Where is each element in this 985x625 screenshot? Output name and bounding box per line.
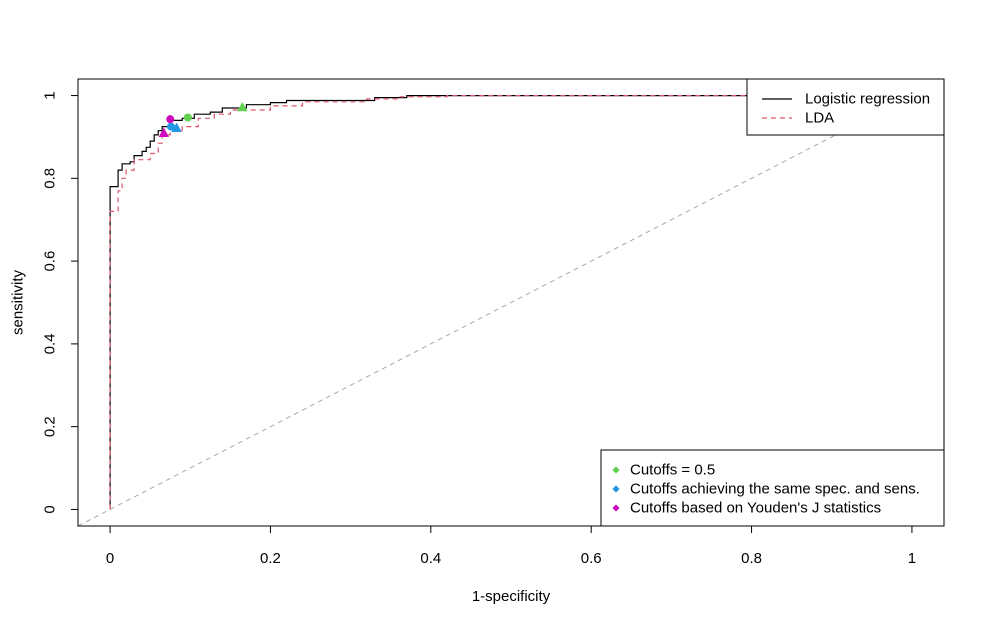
y-tick-label: 0 bbox=[42, 505, 59, 513]
x-tick-label: 0.8 bbox=[741, 550, 762, 567]
x-tick-label: 0.4 bbox=[420, 550, 441, 567]
y-axis-label: sensitivity bbox=[10, 269, 27, 335]
series-line-lda bbox=[109, 95, 912, 510]
y-tick-label: 0.4 bbox=[42, 333, 59, 354]
cutoff-marker-triangle bbox=[171, 122, 182, 132]
x-tick-label: 0.6 bbox=[581, 550, 602, 567]
cutoff-marker-triangle bbox=[158, 127, 169, 137]
legend-label: Cutoffs based on Youden's J statistics bbox=[630, 500, 881, 517]
roc-curves-group bbox=[109, 95, 912, 510]
legend-cutoffs: Cutoffs = 0.5 Cutoffs achieving the same … bbox=[600, 449, 945, 527]
cutoff-marker-circle bbox=[166, 115, 175, 124]
series-line-logistic-regression bbox=[109, 95, 912, 510]
legend-diamond-swatch bbox=[612, 504, 620, 512]
x-axis: 0 0.2 0.4 0.6 0.8 1 bbox=[106, 525, 916, 567]
x-tick-label: 0 bbox=[106, 550, 114, 567]
cutoff-marker-triangle bbox=[237, 101, 248, 112]
legend-label: Cutoffs = 0.5 bbox=[630, 462, 715, 479]
y-tick-label: 1 bbox=[42, 91, 59, 99]
cutoff-marker-circle bbox=[183, 113, 192, 122]
legend-label: LDA bbox=[805, 110, 834, 127]
legend-diamond-swatch bbox=[612, 485, 620, 493]
x-tick-label: 1 bbox=[908, 550, 916, 567]
legend-label: Logistic regression bbox=[805, 91, 930, 108]
y-tick-label: 0.6 bbox=[42, 251, 59, 272]
x-tick-label: 0.2 bbox=[260, 550, 281, 567]
legend-models: Logistic regression LDA bbox=[746, 78, 945, 136]
cutoff-points-group bbox=[158, 101, 248, 137]
legend-diamond-swatch bbox=[612, 466, 620, 474]
x-axis-label: 1-specificity bbox=[472, 588, 551, 605]
cutoff-marker-circle bbox=[167, 122, 176, 131]
diagonal-reference-line bbox=[78, 79, 944, 526]
legend-box bbox=[746, 78, 945, 136]
diagonal-reference-group bbox=[78, 79, 944, 526]
y-axis: 0 0.2 0.4 0.6 0.8 1 bbox=[42, 91, 79, 514]
legend-label: Cutoffs achieving the same spec. and sen… bbox=[630, 481, 920, 498]
y-tick-label: 0.8 bbox=[42, 168, 59, 189]
y-tick-label: 0.2 bbox=[42, 416, 59, 437]
legend-box bbox=[600, 449, 945, 527]
